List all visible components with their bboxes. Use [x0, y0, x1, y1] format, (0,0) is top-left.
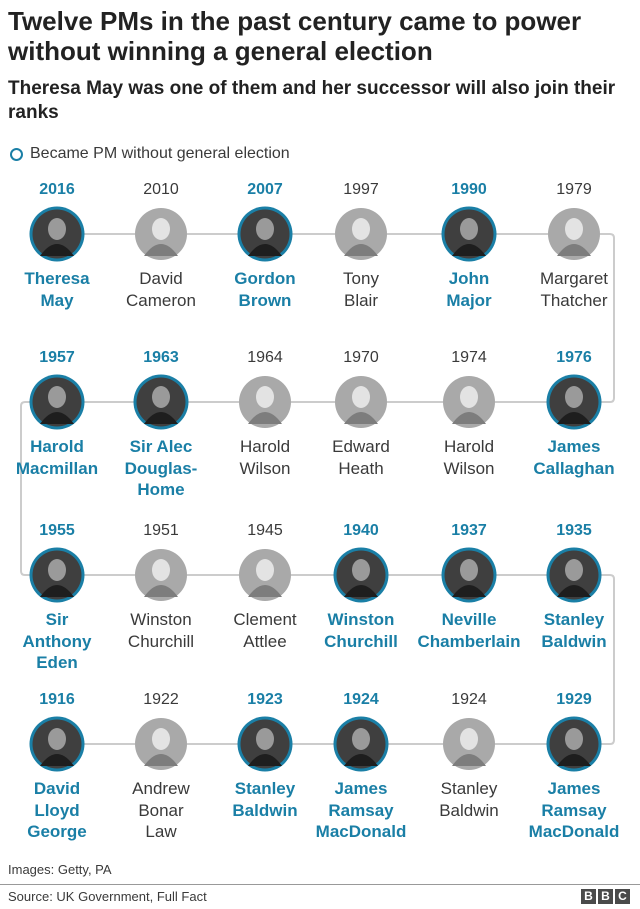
bbc-logo-letter: B — [581, 889, 596, 904]
pm-year: 1937 — [451, 522, 487, 539]
pm-year: 1963 — [143, 349, 179, 366]
pm-year: 1935 — [556, 522, 592, 539]
pm-year: 1924 — [343, 691, 379, 708]
pm-year: 1940 — [343, 522, 379, 539]
ring-icon — [10, 147, 23, 161]
pm-year: 2010 — [143, 181, 179, 198]
pm-year: 1990 — [451, 181, 487, 198]
pm-year: 1979 — [556, 181, 592, 198]
pm-year: 1955 — [39, 522, 75, 539]
pm-name: Gordon Brown — [234, 269, 296, 310]
pm-year: 1976 — [556, 349, 592, 366]
pm-name: Winston Churchill — [324, 610, 398, 651]
pm-name: Harold Wilson — [443, 437, 495, 478]
pm-year: 2007 — [247, 181, 283, 198]
pm-year: 1964 — [247, 349, 283, 366]
pm-name: Neville Chamberlain — [417, 610, 521, 651]
pm-year: 1916 — [39, 691, 75, 708]
legend-label: Became PM without general election — [30, 145, 290, 162]
pm-name: James Ramsay MacDonald — [315, 779, 407, 841]
bbc-logo-letter: B — [598, 889, 613, 904]
pm-name: Margaret Thatcher — [539, 269, 609, 310]
pm-name: Harold Wilson — [239, 437, 291, 478]
bbc-logo-letter: C — [615, 889, 630, 904]
pm-name: Andrew Bonar Law — [132, 779, 190, 841]
pm-name: Theresa May — [24, 269, 90, 310]
pm-year: 1922 — [143, 691, 179, 708]
pm-name: Stanley Baldwin — [541, 610, 607, 651]
pm-name: David Lloyd George — [27, 779, 87, 841]
pm-name: David Cameron — [126, 269, 196, 310]
pm-year: 1951 — [143, 522, 179, 539]
pm-year: 1924 — [451, 691, 487, 708]
pm-name: Tony Blair — [343, 269, 379, 310]
legend: Became PM without general election — [10, 144, 290, 164]
pm-year: 1957 — [39, 349, 75, 366]
pm-name: Winston Churchill — [127, 610, 195, 651]
pm-name: John Major — [446, 269, 492, 310]
pm-year: 1945 — [247, 522, 283, 539]
pm-year: 1997 — [343, 181, 379, 198]
pm-name: Edward Heath — [332, 437, 390, 478]
pm-name: Harold Macmillan — [15, 437, 99, 478]
pm-year: 1923 — [247, 691, 283, 708]
pm-name: James Callaghan — [533, 437, 615, 478]
chart-title: Twelve PMs in the past century came to p… — [8, 6, 582, 66]
pm-name: Sir Anthony Eden — [22, 610, 92, 672]
pm-name: Stanley Baldwin — [232, 779, 298, 820]
pm-year: 2016 — [39, 181, 75, 198]
pm-year: 1929 — [556, 691, 592, 708]
pm-name: Stanley Baldwin — [439, 779, 499, 820]
image-credit: Images: Getty, PA — [8, 862, 112, 877]
pm-name: Clement Attlee — [233, 610, 297, 651]
pm-name: Sir Alec Douglas- Home — [124, 437, 198, 499]
pm-year: 1970 — [343, 349, 379, 366]
bbc-logo: B B C — [581, 889, 630, 904]
source-divider — [0, 884, 640, 885]
pm-name: James Ramsay MacDonald — [528, 779, 620, 841]
pm-year: 1974 — [451, 349, 487, 366]
source-note: Source: UK Government, Full Fact — [8, 889, 207, 904]
chart-subtitle: Theresa May was one of them and her succ… — [8, 78, 616, 123]
